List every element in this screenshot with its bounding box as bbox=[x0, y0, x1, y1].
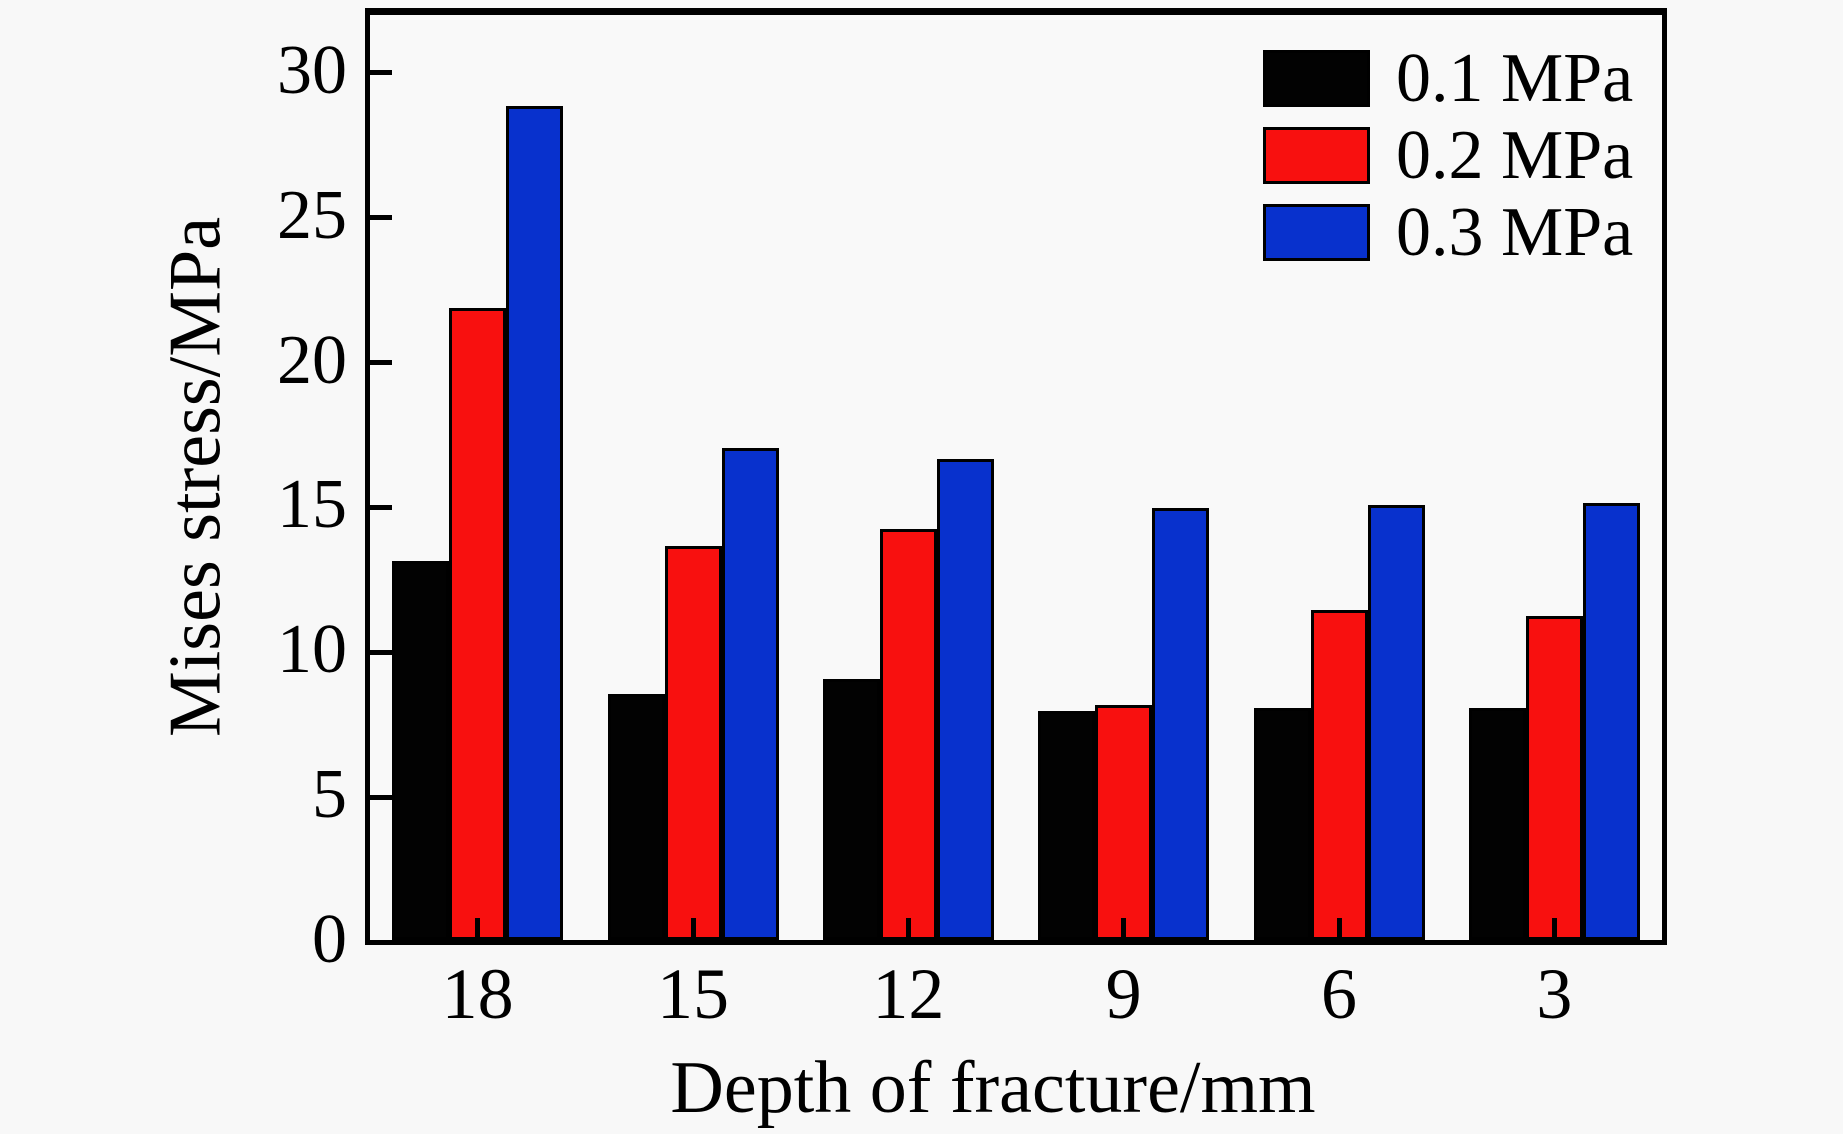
legend-label: 0.3 MPa bbox=[1396, 194, 1634, 271]
y-tick-label: 15 bbox=[277, 466, 347, 544]
bar-0.1MPa-depth9 bbox=[1038, 711, 1096, 940]
bar-0.3MPa-depth9 bbox=[1152, 508, 1210, 940]
legend-entry-0.3mpa: 0.3 MPa bbox=[1263, 194, 1634, 271]
x-tick-label: 12 bbox=[872, 954, 945, 1034]
y-tick bbox=[370, 215, 392, 221]
legend-entry-0.1mpa: 0.1 MPa bbox=[1263, 40, 1634, 117]
legend-label: 0.1 MPa bbox=[1396, 40, 1634, 117]
bars-layer bbox=[370, 15, 1662, 940]
y-tick-label: 0 bbox=[312, 901, 347, 978]
y-axis-title: Mises stress/MPa bbox=[154, 216, 237, 738]
bar-0.3MPa-depth6 bbox=[1367, 505, 1425, 940]
legend-entry-0.2mpa: 0.2 MPa bbox=[1263, 117, 1634, 194]
bar-0.2MPa-depth6 bbox=[1310, 610, 1368, 940]
y-tick bbox=[370, 70, 392, 76]
legend-label: 0.2 MPa bbox=[1396, 117, 1634, 194]
y-tick-label: 5 bbox=[312, 756, 347, 834]
bar-0.1MPa-depth3 bbox=[1468, 708, 1526, 940]
bar-0.3MPa-depth15 bbox=[721, 448, 779, 940]
x-tick-label: 18 bbox=[441, 954, 514, 1034]
y-tick-label: 30 bbox=[277, 31, 347, 109]
y-tick bbox=[370, 504, 392, 510]
bar-0.3MPa-depth18 bbox=[506, 106, 564, 940]
bar-0.1MPa-depth6 bbox=[1253, 708, 1311, 940]
x-tick-label: 15 bbox=[657, 954, 729, 1034]
legend-swatch-blue bbox=[1263, 204, 1370, 261]
bar-0.2MPa-depth15 bbox=[664, 546, 722, 940]
legend-swatch-black bbox=[1263, 50, 1370, 107]
x-tick-label: 6 bbox=[1321, 954, 1357, 1034]
x-tick-label: 3 bbox=[1536, 954, 1573, 1034]
bar-0.3MPa-depth12 bbox=[936, 459, 994, 940]
y-tick bbox=[370, 794, 392, 800]
legend-swatch-red bbox=[1263, 127, 1370, 184]
x-tick bbox=[1121, 918, 1127, 940]
y-tick-label: 10 bbox=[277, 611, 347, 689]
y-tick-label: 20 bbox=[277, 321, 347, 399]
bar-0.2MPa-depth12 bbox=[879, 529, 937, 940]
bar-0.3MPa-depth3 bbox=[1582, 503, 1640, 940]
bar-0.2MPa-depth3 bbox=[1525, 616, 1583, 940]
y-tick bbox=[370, 649, 392, 655]
x-tick bbox=[1551, 918, 1557, 940]
bar-0.1MPa-depth15 bbox=[607, 694, 665, 940]
bar-0.2MPa-depth9 bbox=[1095, 705, 1153, 940]
x-tick bbox=[1336, 918, 1342, 940]
x-axis-title: Depth of fracture/mm bbox=[670, 1047, 1316, 1129]
x-tick bbox=[905, 918, 911, 940]
x-tick-label: 9 bbox=[1105, 954, 1142, 1034]
y-tick bbox=[370, 360, 392, 366]
bar-0.1MPa-depth18 bbox=[392, 561, 450, 940]
x-tick bbox=[475, 918, 481, 940]
bar-0.1MPa-depth12 bbox=[822, 679, 880, 940]
ticks-layer bbox=[370, 15, 1662, 940]
y-tick-label: 25 bbox=[277, 176, 347, 254]
x-tick bbox=[690, 918, 696, 940]
plot-area bbox=[365, 8, 1667, 945]
